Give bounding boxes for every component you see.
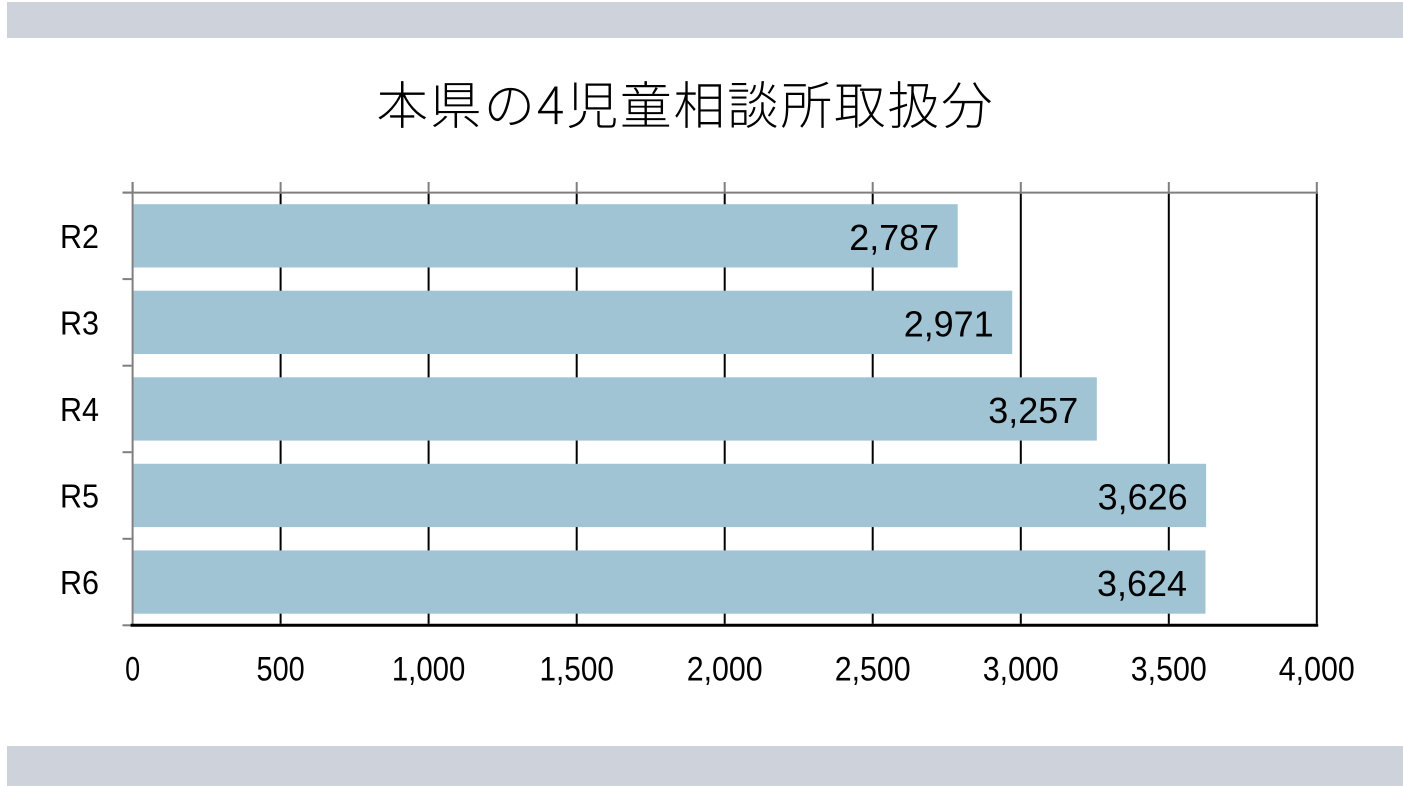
svg-text:2,000: 2,000 (687, 651, 763, 689)
svg-text:R6: R6 (60, 565, 99, 602)
svg-text:3,626: 3,626 (1098, 477, 1188, 518)
svg-text:2,971: 2,971 (904, 303, 994, 344)
svg-text:500: 500 (257, 651, 305, 689)
svg-text:2,787: 2,787 (849, 217, 939, 258)
svg-text:R3: R3 (60, 306, 99, 343)
svg-text:3,624: 3,624 (1097, 563, 1187, 604)
svg-text:1,500: 1,500 (539, 651, 614, 689)
svg-text:R5: R5 (60, 479, 99, 516)
svg-text:3,257: 3,257 (988, 390, 1078, 431)
svg-text:0: 0 (125, 651, 140, 689)
svg-text:R4: R4 (60, 392, 99, 429)
svg-text:4,000: 4,000 (1279, 651, 1355, 689)
svg-text:1,000: 1,000 (392, 651, 466, 689)
svg-text:2,500: 2,500 (835, 651, 911, 689)
svg-text:3,500: 3,500 (1131, 651, 1207, 689)
svg-text:R2: R2 (60, 219, 99, 256)
svg-text:3,000: 3,000 (983, 651, 1059, 689)
